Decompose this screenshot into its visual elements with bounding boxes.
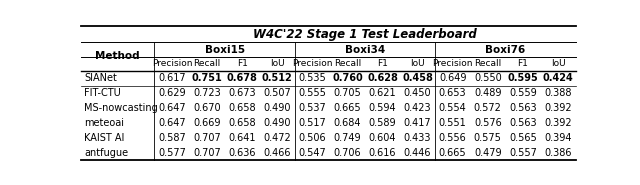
Text: Recall: Recall: [193, 59, 221, 68]
Text: 0.554: 0.554: [439, 103, 467, 113]
Text: 0.386: 0.386: [544, 148, 572, 158]
Text: 0.641: 0.641: [228, 133, 256, 143]
Text: 0.665: 0.665: [439, 148, 467, 158]
Text: 0.446: 0.446: [404, 148, 431, 158]
Text: 0.669: 0.669: [193, 118, 221, 128]
Text: KAIST AI: KAIST AI: [84, 133, 124, 143]
Text: FIT-CTU: FIT-CTU: [84, 88, 121, 98]
Text: 0.563: 0.563: [509, 118, 537, 128]
Text: 0.673: 0.673: [228, 88, 256, 98]
Text: 0.760: 0.760: [332, 73, 363, 83]
Text: W4C'22 Stage 1 Test Leaderboard: W4C'22 Stage 1 Test Leaderboard: [253, 28, 477, 41]
Text: 0.450: 0.450: [404, 88, 431, 98]
Text: F1: F1: [237, 59, 248, 68]
Text: 0.535: 0.535: [298, 73, 326, 83]
Text: 0.512: 0.512: [262, 73, 292, 83]
Text: 0.647: 0.647: [158, 103, 186, 113]
Text: 0.576: 0.576: [474, 118, 502, 128]
Text: 0.628: 0.628: [367, 73, 398, 83]
Text: 0.636: 0.636: [228, 148, 256, 158]
Text: 0.388: 0.388: [544, 88, 572, 98]
Text: Recall: Recall: [474, 59, 501, 68]
Text: antfugue: antfugue: [84, 148, 128, 158]
Text: 0.665: 0.665: [333, 103, 361, 113]
Text: 0.575: 0.575: [474, 133, 502, 143]
Text: 0.565: 0.565: [509, 133, 537, 143]
Text: 0.658: 0.658: [228, 118, 256, 128]
Text: 0.517: 0.517: [298, 118, 326, 128]
Text: 0.749: 0.749: [333, 133, 361, 143]
Text: 0.707: 0.707: [193, 148, 221, 158]
Text: IoU: IoU: [550, 59, 565, 68]
Text: 0.595: 0.595: [508, 73, 538, 83]
Text: 0.479: 0.479: [474, 148, 502, 158]
Text: 0.706: 0.706: [333, 148, 361, 158]
Text: 0.550: 0.550: [474, 73, 502, 83]
Text: 0.392: 0.392: [544, 103, 572, 113]
Text: Method: Method: [95, 51, 140, 61]
Text: 0.707: 0.707: [193, 133, 221, 143]
Text: 0.723: 0.723: [193, 88, 221, 98]
Text: 0.621: 0.621: [369, 88, 396, 98]
Text: Boxi15: Boxi15: [205, 45, 244, 55]
Text: 0.489: 0.489: [474, 88, 502, 98]
Text: 0.556: 0.556: [439, 133, 467, 143]
Text: 0.670: 0.670: [193, 103, 221, 113]
Text: 0.424: 0.424: [543, 73, 573, 83]
Text: 0.559: 0.559: [509, 88, 537, 98]
Text: 0.458: 0.458: [402, 73, 433, 83]
Text: 0.751: 0.751: [191, 73, 223, 83]
Text: 0.547: 0.547: [298, 148, 326, 158]
Text: 0.551: 0.551: [439, 118, 467, 128]
Text: 0.392: 0.392: [544, 118, 572, 128]
Text: Boxi76: Boxi76: [485, 45, 525, 55]
Text: IoU: IoU: [410, 59, 425, 68]
Text: 0.537: 0.537: [298, 103, 326, 113]
Text: Precision: Precision: [292, 59, 333, 68]
Text: MS-nowcasting: MS-nowcasting: [84, 103, 157, 113]
Text: 0.684: 0.684: [333, 118, 361, 128]
Text: 0.658: 0.658: [228, 103, 256, 113]
Text: 0.617: 0.617: [158, 73, 186, 83]
Text: 0.616: 0.616: [369, 148, 396, 158]
Text: 0.604: 0.604: [369, 133, 396, 143]
Text: 0.705: 0.705: [333, 88, 362, 98]
Text: SIANet: SIANet: [84, 73, 117, 83]
Text: 0.577: 0.577: [158, 148, 186, 158]
Text: 0.629: 0.629: [158, 88, 186, 98]
Text: F1: F1: [377, 59, 388, 68]
Text: Precision: Precision: [433, 59, 473, 68]
Text: 0.490: 0.490: [264, 103, 291, 113]
Text: 0.653: 0.653: [439, 88, 467, 98]
Text: 0.649: 0.649: [439, 73, 467, 83]
Text: 0.563: 0.563: [509, 103, 537, 113]
Text: 0.466: 0.466: [264, 148, 291, 158]
Text: meteoai: meteoai: [84, 118, 124, 128]
Text: 0.587: 0.587: [158, 133, 186, 143]
Text: 0.647: 0.647: [158, 118, 186, 128]
Text: Boxi34: Boxi34: [345, 45, 385, 55]
Text: F1: F1: [517, 59, 528, 68]
Text: 0.557: 0.557: [509, 148, 537, 158]
Text: 0.417: 0.417: [404, 118, 431, 128]
Text: 0.472: 0.472: [263, 133, 291, 143]
Text: 0.433: 0.433: [404, 133, 431, 143]
Text: IoU: IoU: [270, 59, 285, 68]
Text: 0.490: 0.490: [264, 118, 291, 128]
Text: Precision: Precision: [152, 59, 192, 68]
Text: 0.506: 0.506: [298, 133, 326, 143]
Text: 0.594: 0.594: [369, 103, 396, 113]
Text: 0.678: 0.678: [227, 73, 257, 83]
Text: 0.423: 0.423: [404, 103, 431, 113]
Text: 0.507: 0.507: [263, 88, 291, 98]
Text: Recall: Recall: [334, 59, 361, 68]
Text: 0.394: 0.394: [544, 133, 572, 143]
Text: 0.555: 0.555: [298, 88, 326, 98]
Text: 0.589: 0.589: [369, 118, 396, 128]
Text: 0.572: 0.572: [474, 103, 502, 113]
